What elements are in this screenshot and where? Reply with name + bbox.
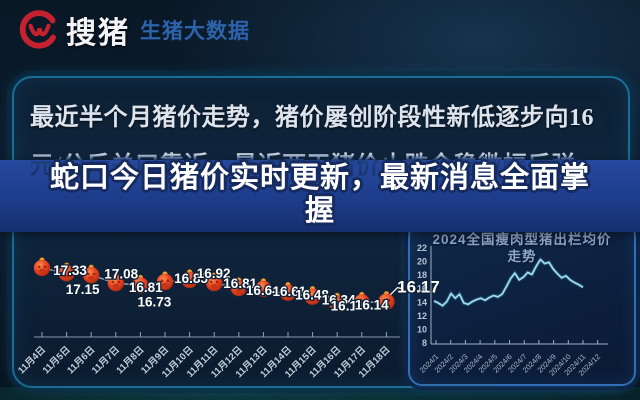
logo-text[interactable]: 搜猪	[66, 17, 130, 50]
page-title-line2: 握	[304, 195, 335, 227]
page-title: 蛇口今日猪价实时更新，最新消息全面掌 握	[0, 162, 640, 228]
right-panel: 2024全国瘦肉型猪出栏均价 走势	[408, 222, 636, 386]
right-panel-title-line2: 走势	[507, 249, 537, 264]
soozhu-logo-icon[interactable]	[18, 9, 60, 51]
headline-band	[0, 160, 640, 232]
right-panel-title-line1: 2024全国瘦肉型猪出栏均价	[432, 232, 612, 247]
banner-text-line1: 最近半个月猪价走势，猪价屡创阶段性新低逐步向16	[30, 105, 594, 131]
logo-subtitle: 生猪大数据	[140, 20, 250, 43]
page-title-line1: 蛇口今日猪价实时更新，最新消息全面掌	[49, 162, 590, 194]
banner-text-line2: 元/公斤关口靠近，最近两天猪价止跌企稳微幅反弹。	[30, 145, 630, 180]
bottom-glow-strip	[0, 387, 640, 400]
right-panel-title: 2024全国瘦肉型猪出栏均价 走势	[410, 231, 634, 265]
site-header: 搜猪 生猪大数据	[18, 8, 250, 52]
